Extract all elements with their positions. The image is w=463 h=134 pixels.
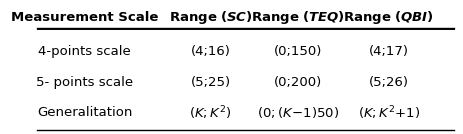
Text: (4;16): (4;16) — [190, 45, 230, 58]
Text: $\mathbf{Range\ (}$$\bfit{TEQ}$$\mathbf{)}$: $\mathbf{Range\ (}$$\bfit{TEQ}$$\mathbf{… — [250, 9, 344, 26]
Text: 4-points scale: 4-points scale — [38, 45, 131, 58]
Text: (5;26): (5;26) — [368, 76, 408, 89]
Text: (4;17): (4;17) — [368, 45, 408, 58]
Text: $\mathbf{Range\ (}$$\bfit{SC}$$\mathbf{)}$: $\mathbf{Range\ (}$$\bfit{SC}$$\mathbf{)… — [169, 9, 252, 26]
Text: (0;200): (0;200) — [273, 76, 321, 89]
Text: $(K;K^{2}{+}1)$: $(K;K^{2}{+}1)$ — [357, 104, 419, 122]
Text: $(K;K^{2})$: $(K;K^{2})$ — [189, 104, 232, 122]
Text: (5;25): (5;25) — [190, 76, 230, 89]
Text: Generalitation: Generalitation — [37, 106, 132, 119]
Text: 5- points scale: 5- points scale — [36, 76, 133, 89]
Text: Measurement Scale: Measurement Scale — [11, 11, 158, 24]
Text: (0;150): (0;150) — [273, 45, 321, 58]
Text: $\mathbf{Range\ (}$$\bfit{QBI}$$\mathbf{)}$: $\mathbf{Range\ (}$$\bfit{QBI}$$\mathbf{… — [343, 9, 433, 26]
Text: $(0;(K{-}1)50)$: $(0;(K{-}1)50)$ — [256, 105, 338, 120]
